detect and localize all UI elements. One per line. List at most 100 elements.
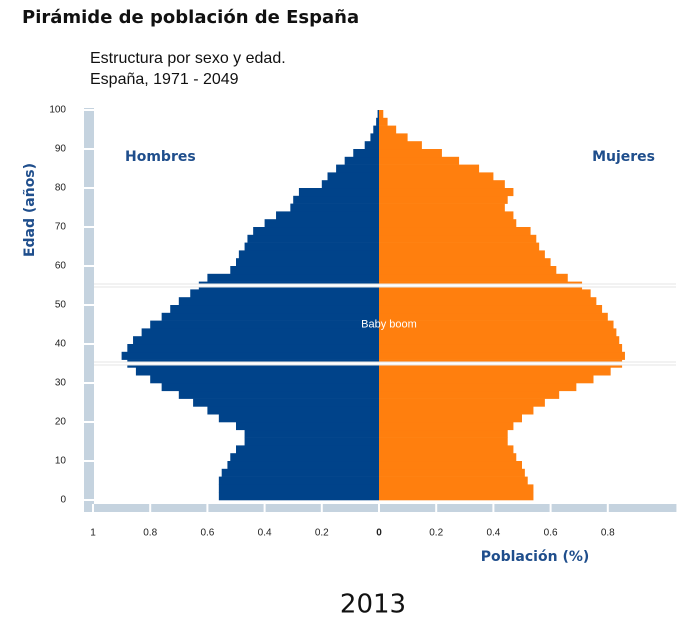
legend-label: Mujeres [592, 149, 655, 165]
bar [379, 141, 422, 150]
bar [221, 468, 379, 477]
bar [236, 422, 379, 431]
y-axis [84, 108, 94, 510]
bar [170, 305, 379, 314]
x-tick-label: 0 [376, 528, 382, 539]
bar [236, 445, 379, 454]
bar [218, 484, 379, 493]
bar [379, 367, 611, 376]
bar [379, 344, 623, 353]
bar [378, 110, 379, 111]
bar [379, 180, 505, 189]
bar [227, 461, 379, 470]
bar [379, 375, 594, 384]
bar [127, 344, 379, 353]
bar [276, 211, 379, 220]
bar [379, 336, 620, 345]
bar [327, 172, 379, 181]
bar [379, 468, 525, 477]
bar [379, 476, 528, 485]
bar [344, 156, 379, 165]
chart-subtitle: España, 1971 - 2049 [90, 71, 239, 88]
bar [377, 110, 379, 119]
bar [379, 461, 522, 470]
bar [379, 110, 384, 119]
legend-label: Hombres [125, 149, 196, 165]
bar [379, 266, 557, 275]
chart-title: Pirámide de población de España [22, 7, 359, 28]
bar [218, 492, 379, 501]
bar [379, 351, 625, 360]
bar [379, 398, 545, 407]
y-tick-label: 0 [60, 495, 66, 506]
bar [379, 117, 388, 126]
y-tick-label: 50 [55, 300, 67, 311]
bar [379, 242, 540, 251]
bar [336, 164, 379, 173]
annotation: Baby boom [361, 318, 417, 330]
bar [379, 429, 508, 438]
bar [236, 258, 379, 267]
bar [150, 375, 379, 384]
bar [121, 351, 379, 360]
y-tick-label: 100 [49, 105, 66, 116]
bar [133, 336, 379, 345]
bar [379, 125, 397, 134]
x-tick-label: 0.6 [544, 528, 558, 539]
bar [178, 297, 379, 306]
bar [379, 297, 597, 306]
bar [379, 156, 460, 165]
x-tick-label: 0.2 [429, 528, 443, 539]
bar [364, 141, 379, 150]
bar [379, 211, 514, 220]
bar [379, 492, 534, 501]
bar [218, 476, 379, 485]
x-axis [84, 504, 677, 512]
bar [379, 164, 480, 173]
bar [379, 258, 551, 267]
y-axis-label: Edad (años) [22, 163, 38, 257]
bar [379, 188, 514, 197]
bar [244, 242, 379, 251]
y-tick-label: 40 [55, 339, 67, 350]
bar [379, 133, 408, 142]
chart-subtitle: Estructura por sexo y edad. [90, 50, 286, 67]
y-tick-label: 10 [55, 456, 67, 467]
bar [379, 227, 531, 236]
x-tick-label: 0.4 [258, 528, 272, 539]
bar [193, 398, 379, 407]
bar [370, 133, 379, 142]
x-tick-label: 0.2 [315, 528, 329, 539]
y-tick-label: 30 [55, 378, 67, 389]
bar [207, 273, 379, 282]
y-tick-label: 70 [55, 222, 67, 233]
bar [379, 320, 614, 329]
bar [379, 149, 442, 158]
bar [379, 250, 545, 259]
bar [379, 406, 534, 415]
x-tick-label: 0.4 [486, 528, 500, 539]
bar [230, 266, 379, 275]
bar [379, 312, 608, 321]
bar [379, 445, 514, 454]
x-tick-label: 0.8 [143, 528, 157, 539]
bar [379, 172, 494, 181]
bar [379, 289, 591, 298]
x-tick-label: 0.8 [601, 528, 615, 539]
bar [230, 453, 379, 462]
y-tick-label: 90 [55, 144, 67, 155]
bar [379, 383, 577, 392]
x-tick-label: 1 [90, 528, 96, 539]
y-tick-label: 80 [55, 183, 67, 194]
bar [379, 328, 617, 337]
bar [218, 414, 379, 423]
bar [178, 390, 379, 399]
y-tick-label: 60 [55, 261, 67, 272]
bar [150, 320, 379, 329]
x-tick-label: 0.6 [200, 528, 214, 539]
bar [253, 227, 379, 236]
bar [379, 219, 517, 228]
bar [379, 273, 568, 282]
x-axis-label: Población (%) [481, 549, 590, 565]
